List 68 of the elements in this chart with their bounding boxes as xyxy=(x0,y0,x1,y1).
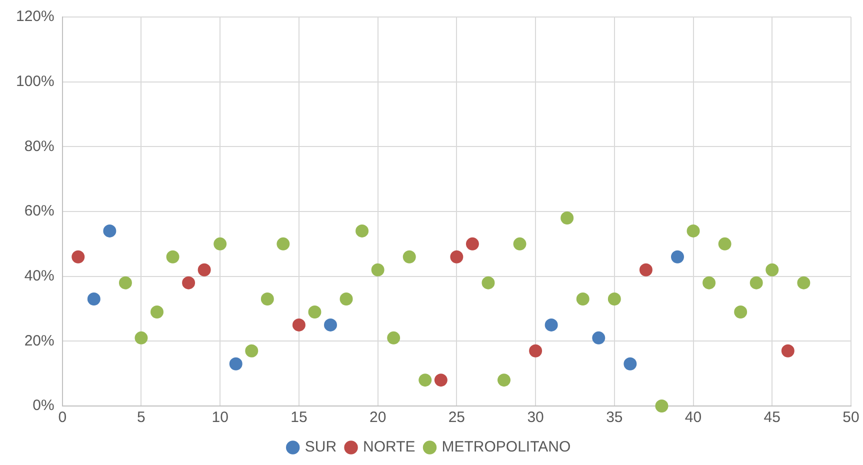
point xyxy=(166,250,180,264)
point xyxy=(639,263,652,276)
point xyxy=(608,292,621,306)
point xyxy=(134,331,148,344)
x-tick-label: 10 xyxy=(212,409,228,426)
y-tick-label: 80% xyxy=(24,138,54,155)
point xyxy=(324,318,337,332)
point xyxy=(387,331,400,344)
y-tick-label: 60% xyxy=(24,202,54,220)
point xyxy=(718,237,732,250)
point xyxy=(576,292,590,306)
point xyxy=(103,224,116,238)
point xyxy=(402,250,416,264)
x-tick-label: 30 xyxy=(527,409,544,426)
point xyxy=(544,318,558,332)
point xyxy=(214,237,227,250)
y-tick-label: 100% xyxy=(16,72,54,90)
point xyxy=(624,357,637,370)
point xyxy=(182,276,196,290)
point xyxy=(560,211,574,224)
point xyxy=(592,331,606,344)
y-tick-label: 20% xyxy=(24,332,54,350)
point xyxy=(229,357,242,370)
point xyxy=(292,318,306,332)
point xyxy=(498,374,510,387)
point xyxy=(434,374,448,387)
point xyxy=(118,276,132,290)
x-tick-label: 0 xyxy=(58,409,67,426)
point xyxy=(734,305,748,318)
point xyxy=(781,344,794,358)
x-tick-label: 5 xyxy=(137,409,146,426)
point xyxy=(340,292,353,306)
legend-label: SUR xyxy=(304,438,337,456)
point xyxy=(686,224,700,238)
legend-label: NORTE xyxy=(363,438,416,456)
x-tick-label: 20 xyxy=(369,409,386,426)
point xyxy=(766,263,779,276)
x-tick-label: 25 xyxy=(448,409,466,426)
point xyxy=(482,276,495,290)
x-tick-label: 45 xyxy=(764,409,780,426)
y-tick-label: 120% xyxy=(16,8,54,26)
point xyxy=(308,305,322,318)
point xyxy=(529,344,542,358)
point xyxy=(671,250,684,264)
point xyxy=(198,263,211,276)
x-tick-label: 35 xyxy=(606,409,623,426)
point xyxy=(418,374,432,387)
point xyxy=(450,250,464,264)
x-tick-label: 15 xyxy=(290,409,308,426)
point xyxy=(276,237,290,250)
point xyxy=(702,276,716,290)
point xyxy=(72,250,85,264)
x-tick-label: 40 xyxy=(684,409,702,426)
point xyxy=(260,292,274,306)
point xyxy=(513,237,526,250)
point xyxy=(750,276,763,290)
point xyxy=(466,237,479,250)
point xyxy=(150,305,164,318)
legend-label: METROPOLITANO xyxy=(442,438,571,456)
point xyxy=(87,292,100,306)
point xyxy=(371,263,384,276)
point xyxy=(356,224,369,238)
point xyxy=(655,400,668,412)
point xyxy=(245,344,258,358)
y-tick-label: 0% xyxy=(32,397,54,414)
x-tick-label: 50 xyxy=(842,409,860,426)
point xyxy=(797,276,810,290)
y-tick-label: 40% xyxy=(24,267,54,284)
